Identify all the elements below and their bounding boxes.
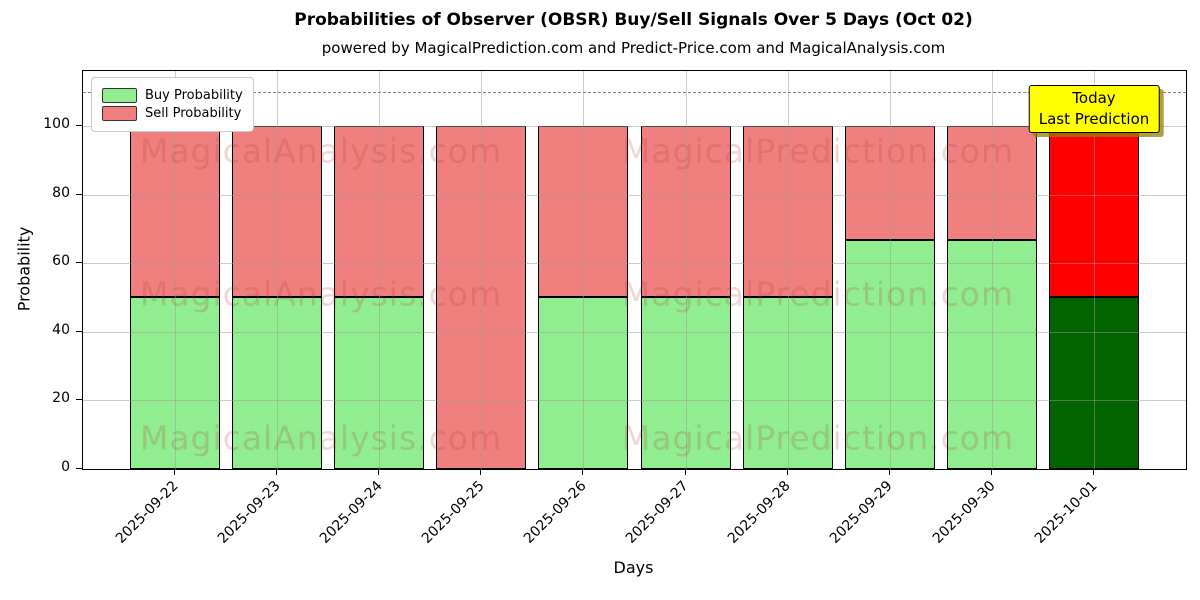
v-gridline — [481, 71, 483, 469]
y-tick-label: 20 — [52, 390, 70, 407]
watermark-text: MagicalPrediction.com — [621, 274, 1015, 314]
v-gridline — [277, 71, 279, 469]
y-tick-label: 40 — [52, 321, 70, 338]
x-tick-mark — [786, 469, 788, 475]
x-axis-label: Days — [613, 558, 654, 577]
today-annotation: Today Last Prediction — [1028, 85, 1160, 133]
y-tick-label: 80 — [52, 184, 70, 201]
chart-subtitle: powered by MagicalPrediction.com and Pre… — [321, 39, 946, 57]
legend-label: Buy Probability — [145, 88, 243, 103]
x-tick-label: 2025-09-30 — [929, 478, 999, 547]
x-tick-mark — [480, 469, 482, 475]
v-gridline — [175, 71, 176, 469]
v-gridline — [787, 71, 789, 469]
y-tick-label: 100 — [43, 115, 70, 132]
legend: Buy Probability Sell Probability — [91, 77, 254, 132]
v-gridline — [991, 71, 993, 469]
x-tick-label: 2025-09-25 — [418, 478, 488, 547]
today-annotation-line1: Today — [1072, 89, 1116, 107]
chart-title: Probabilities of Observer (OBSR) Buy/Sel… — [294, 10, 973, 30]
y-tick-mark — [76, 330, 82, 332]
watermark-text: MagicalPrediction.com — [621, 131, 1015, 171]
legend-item-sell: Sell Probability — [102, 106, 243, 121]
x-tick-label: 2025-09-23 — [214, 478, 284, 547]
dashed-threshold-line — [83, 91, 1186, 93]
x-tick-mark — [1093, 469, 1094, 475]
x-tick-mark — [888, 469, 890, 475]
plot-area: MagicalAnalysis.com MagicalPrediction.co… — [82, 70, 1187, 470]
h-gridline — [83, 400, 1186, 402]
y-tick-mark — [76, 124, 82, 126]
x-tick-mark — [582, 469, 584, 475]
watermark-text: MagicalAnalysis.com — [139, 131, 503, 171]
watermark-text: MagicalPrediction.com — [621, 418, 1015, 458]
y-tick-mark — [76, 262, 82, 264]
x-tick-label: 2025-09-29 — [827, 478, 897, 547]
x-tick-label: 2025-09-27 — [623, 478, 692, 547]
h-gridline — [83, 194, 1186, 196]
y-tick-mark — [76, 399, 82, 401]
watermark-text: MagicalAnalysis.com — [139, 274, 503, 314]
x-tick-label: 2025-09-26 — [520, 478, 590, 547]
h-gridline — [83, 331, 1186, 333]
x-tick-mark — [378, 469, 380, 475]
y-tick-mark — [76, 193, 82, 195]
x-tick-mark — [276, 469, 278, 475]
legend-label: Sell Probability — [145, 106, 242, 121]
y-tick-mark — [76, 468, 82, 469]
x-tick-mark — [684, 469, 686, 475]
v-gridline — [889, 71, 891, 469]
sell-probability-swatch — [102, 106, 137, 121]
x-tick-label: 2025-09-24 — [316, 478, 386, 547]
watermark-text: MagicalAnalysis.com — [139, 418, 503, 458]
v-gridline — [379, 71, 381, 469]
today-annotation-line2: Last Prediction — [1038, 110, 1150, 128]
buy-probability-swatch — [102, 88, 137, 103]
x-tick-mark — [990, 469, 992, 475]
x-tick-label: 2025-09-22 — [112, 478, 182, 547]
v-gridline — [1094, 71, 1095, 469]
y-tick-label: 0 — [61, 459, 70, 475]
legend-item-buy: Buy Probability — [102, 88, 243, 103]
h-gridline — [83, 263, 1186, 265]
x-tick-label: 2025-10-01 — [1031, 478, 1101, 547]
y-tick-label: 60 — [52, 253, 70, 270]
h-gridline — [83, 125, 1186, 127]
v-gridline — [583, 71, 585, 469]
x-tick-label: 2025-09-28 — [725, 478, 794, 547]
v-gridline — [685, 71, 687, 469]
x-tick-mark — [174, 469, 175, 475]
